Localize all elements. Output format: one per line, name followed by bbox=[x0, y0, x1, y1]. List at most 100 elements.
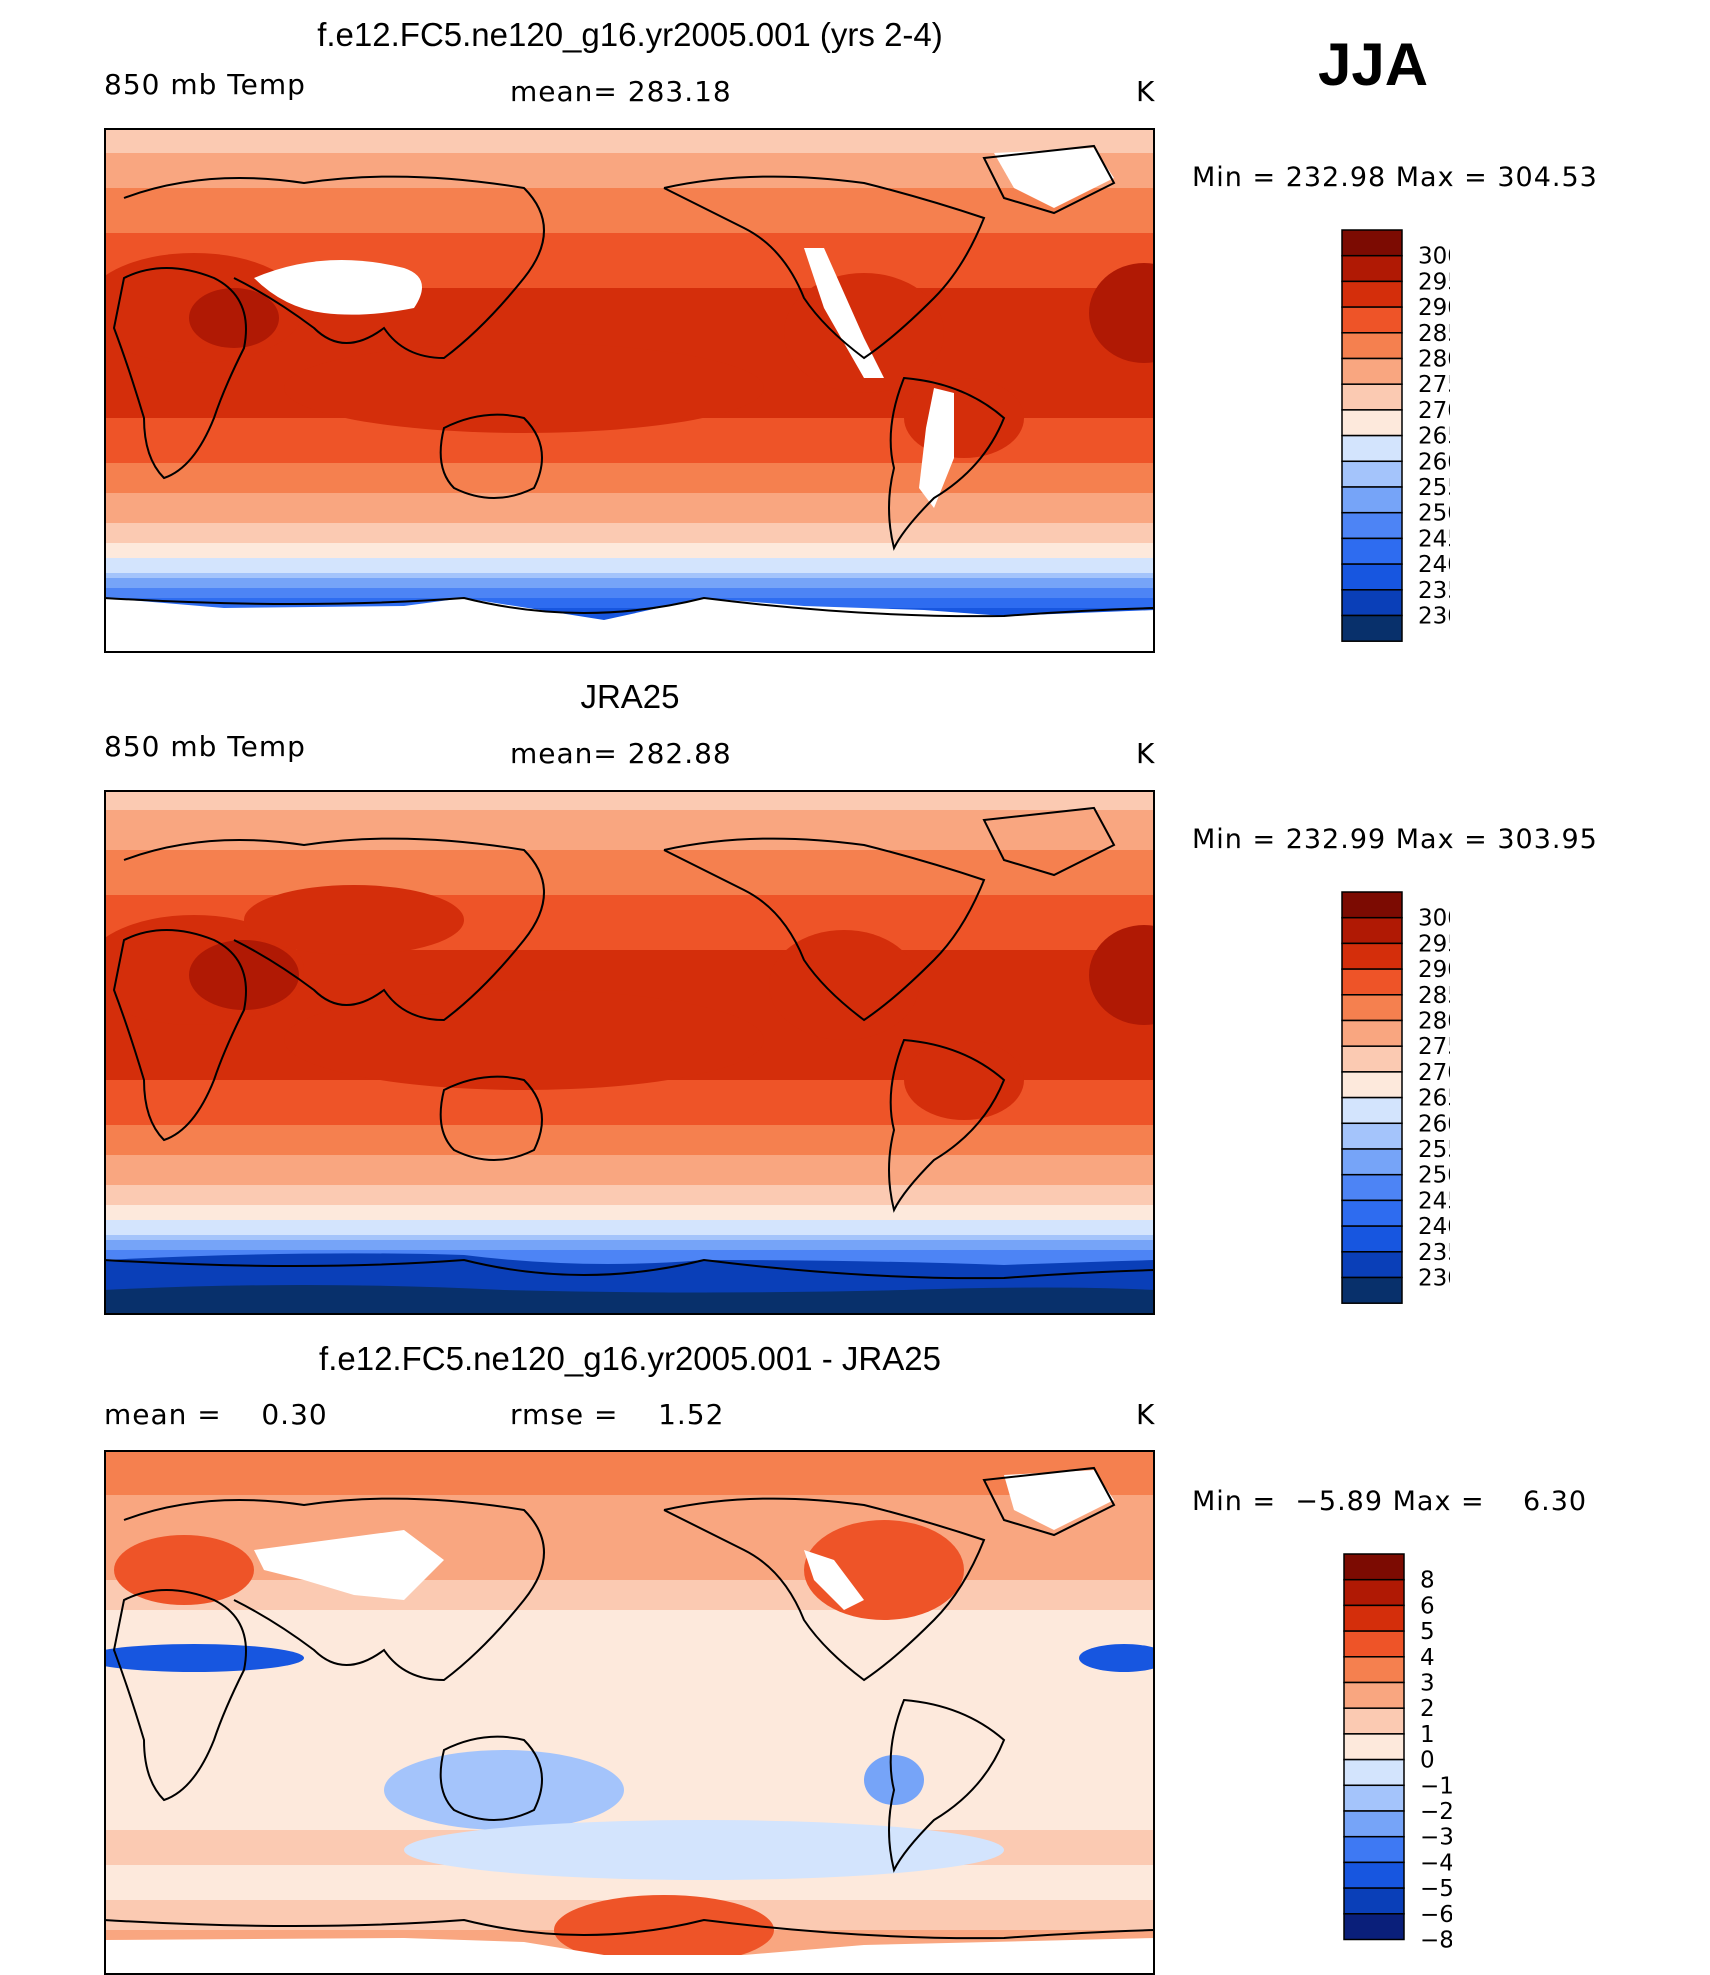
zonal-band bbox=[104, 588, 1155, 594]
panel3-mean-label: mean = 0.30 bbox=[104, 1398, 328, 1431]
colorbar-tick-label: 4 bbox=[1420, 1645, 1435, 1671]
zonal-band bbox=[104, 1580, 1155, 1586]
zonal-band bbox=[104, 1550, 1155, 1556]
colorbar-tick-label: 230 bbox=[1418, 604, 1450, 630]
zonal-band bbox=[104, 1220, 1155, 1226]
zonal-band bbox=[104, 1180, 1155, 1186]
zonal-band bbox=[104, 503, 1155, 509]
colorbar-swatch bbox=[1341, 511, 1403, 540]
zonal-band bbox=[104, 865, 1155, 871]
antarctica-coastline bbox=[104, 1258, 1155, 1280]
colorbar-tick-label: 250 bbox=[1418, 501, 1450, 527]
zonal-band bbox=[104, 558, 1155, 564]
panel1-title: f.e12.FC5.ne120_g16.yr2005.001 (yrs 2-4) bbox=[317, 16, 943, 53]
colorbar-tick-label: 5 bbox=[1420, 1619, 1435, 1645]
zonal-band bbox=[104, 593, 1155, 599]
north-america-coastline bbox=[663, 175, 986, 360]
zonal-band bbox=[104, 323, 1155, 329]
zonal-band bbox=[104, 990, 1155, 996]
zonal-band bbox=[104, 860, 1155, 866]
zonal-band bbox=[104, 1200, 1155, 1206]
colorbar-tick-label: 245 bbox=[1418, 526, 1450, 552]
zonal-band bbox=[104, 955, 1155, 961]
zonal-band bbox=[104, 1765, 1155, 1771]
panel2-frame bbox=[104, 790, 1155, 1315]
zonal-band bbox=[104, 1240, 1155, 1246]
antarctica-coastline bbox=[104, 596, 1155, 618]
zonal-band bbox=[104, 1610, 1155, 1616]
colorbar-tick-label: 260 bbox=[1418, 1111, 1450, 1137]
eurasia-coastline bbox=[123, 837, 545, 1022]
zonal-band bbox=[104, 1205, 1155, 1211]
colorbar-swatch bbox=[1343, 1861, 1405, 1889]
zonal-band bbox=[104, 850, 1155, 856]
zonal-band bbox=[104, 338, 1155, 344]
n-america-warm-region bbox=[769, 930, 919, 1040]
zonal-band bbox=[104, 1735, 1155, 1741]
colorbar-swatch bbox=[1341, 486, 1403, 514]
zonal-band bbox=[104, 890, 1155, 896]
zonal-band bbox=[104, 133, 1155, 139]
central-asia-warm-region bbox=[244, 885, 464, 955]
zonal-band bbox=[104, 1890, 1155, 1896]
zonal-band bbox=[104, 1475, 1155, 1481]
zonal-band bbox=[104, 840, 1155, 846]
tibet-missing-data bbox=[254, 1530, 444, 1600]
zonal-band bbox=[104, 790, 1155, 796]
colorbar-tick-label: −4 bbox=[1420, 1850, 1452, 1876]
zonal-band bbox=[104, 1480, 1155, 1486]
zonal-band bbox=[104, 940, 1155, 946]
zonal-band bbox=[104, 1530, 1155, 1536]
colorbar-tick-label: 3 bbox=[1420, 1671, 1435, 1697]
zonal-band bbox=[104, 1630, 1155, 1636]
colorbar-swatch bbox=[1341, 383, 1403, 411]
panel2-minmax: Min = 232.99 Max = 303.95 bbox=[1192, 824, 1598, 855]
colorbar-swatch bbox=[1343, 1630, 1405, 1658]
zonal-band bbox=[104, 1455, 1155, 1461]
colorbar-tick-label: 240 bbox=[1418, 552, 1450, 578]
colorbar-tick-label: 235 bbox=[1418, 1240, 1450, 1266]
zonal-band bbox=[104, 800, 1155, 806]
tibet-missing-data bbox=[254, 260, 422, 315]
zonal-band bbox=[104, 538, 1155, 544]
colorbar-swatch bbox=[1343, 1835, 1405, 1864]
south-america-coastline bbox=[888, 1698, 1006, 1873]
zonal-band bbox=[104, 1715, 1155, 1721]
colorbar-swatch bbox=[1341, 332, 1403, 360]
colorbar-swatch bbox=[1341, 968, 1403, 996]
zonal-band bbox=[104, 915, 1155, 921]
amazon-warm-region bbox=[904, 378, 1024, 458]
colorbar-swatch bbox=[1341, 280, 1403, 308]
zonal-band bbox=[104, 1770, 1155, 1776]
zonal-band bbox=[104, 1500, 1155, 1506]
zonal-band bbox=[104, 1175, 1155, 1181]
colorbar-tick-label: 265 bbox=[1418, 424, 1450, 450]
colorbar-swatch bbox=[1341, 1096, 1403, 1125]
zonal-band bbox=[104, 208, 1155, 214]
zonal-band bbox=[104, 233, 1155, 239]
colorbar-tick-label: −6 bbox=[1420, 1902, 1452, 1928]
rockies-missing-data bbox=[804, 248, 884, 378]
panel3-units-label: K bbox=[1136, 1398, 1156, 1431]
africa-coastline bbox=[112, 267, 247, 480]
zonal-band bbox=[104, 1745, 1155, 1751]
colorbar-swatch bbox=[1343, 1553, 1405, 1581]
zonal-band bbox=[104, 1135, 1155, 1141]
zonal-band bbox=[104, 1595, 1155, 1601]
zonal-band bbox=[104, 1115, 1155, 1121]
greenland-coastline bbox=[982, 1466, 1116, 1537]
zonal-band bbox=[104, 328, 1155, 334]
zonal-band bbox=[104, 1470, 1155, 1476]
zonal-band bbox=[104, 905, 1155, 911]
zonal-band bbox=[104, 895, 1155, 901]
colorbar-tick-label: 1 bbox=[1420, 1722, 1435, 1748]
zonal-band bbox=[104, 308, 1155, 314]
panel3-rmse-label: rmse = 1.52 bbox=[510, 1398, 725, 1431]
zonal-band bbox=[104, 1625, 1155, 1631]
panel1-map bbox=[104, 128, 1155, 653]
zonal-band bbox=[104, 1655, 1155, 1661]
zonal-band bbox=[104, 1110, 1155, 1116]
antarctica-coastline bbox=[104, 1918, 1155, 1940]
colorbar-swatch bbox=[1341, 460, 1403, 488]
